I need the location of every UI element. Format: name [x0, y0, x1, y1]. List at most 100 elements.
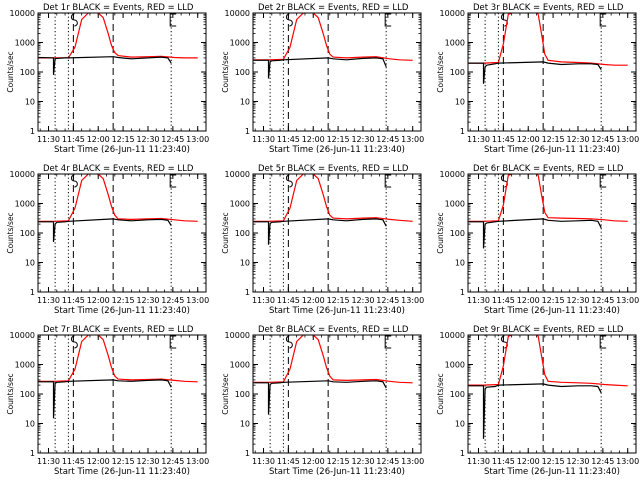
- x-axis-label: Start Time (26-Jun-11 11:23:40): [54, 306, 190, 316]
- panel-title: Det 3r BLACK = Events, RED = LLD: [473, 3, 624, 13]
- y-tick-label: 1000: [230, 39, 250, 48]
- lld-series-line: [38, 13, 198, 59]
- x-axis-label: Start Time (26-Jun-11 11:23:40): [269, 467, 405, 477]
- y-tick-label: 100: [450, 390, 465, 399]
- x-tick-label: 12:30: [351, 135, 374, 144]
- y-tick-label: 1000: [445, 39, 465, 48]
- x-tick-label: 13:00: [616, 457, 639, 466]
- y-tick-label: 1000: [15, 361, 35, 370]
- x-tick-label: 12:45: [591, 296, 614, 305]
- x-tick-label: 13:00: [616, 135, 639, 144]
- x-axis-label: Start Time (26-Jun-11 11:23:40): [269, 306, 405, 316]
- x-tick-label: 12:00: [517, 135, 540, 144]
- y-axis-label: Counts/sec: [6, 51, 15, 92]
- plot-frame: [37, 334, 207, 454]
- x-tick-label: 11:45: [492, 457, 515, 466]
- detector-panel: Det 7r BLACK = Events, RED = LLD 1 10 100 10…: [6, 325, 209, 477]
- x-tick-label: 11:45: [62, 457, 85, 466]
- x-tick-label: 13:00: [186, 296, 209, 305]
- events-series-line: [38, 56, 172, 75]
- x-tick-label: 11:30: [467, 457, 490, 466]
- end-marker: [169, 335, 177, 349]
- events-series-line: [253, 218, 387, 245]
- panel-title: Det 9r BLACK = Events, RED = LLD: [473, 325, 624, 335]
- x-tick-label: 11:30: [467, 135, 490, 144]
- x-tick-label: 11:45: [277, 457, 300, 466]
- panel-title: Det 2r BLACK = Events, RED = LLD: [258, 3, 409, 13]
- start-marker: [285, 174, 293, 188]
- plot-frame: [467, 334, 637, 454]
- y-tick-label: 1: [245, 449, 250, 458]
- detector-panel: Det 8r BLACK = Events, RED = LLD 1 10 100 10…: [221, 325, 424, 477]
- y-tick-label: 100: [450, 229, 465, 238]
- lld-series-line: [253, 13, 413, 61]
- x-axis-label: Start Time (26-Jun-11 11:23:40): [54, 467, 190, 477]
- x-tick-label: 12:15: [327, 135, 350, 144]
- y-axis-label: Counts/sec: [436, 212, 445, 253]
- end-marker: [384, 13, 392, 27]
- y-tick-label: 10000: [225, 331, 250, 340]
- events-series-line: [468, 383, 602, 439]
- y-tick-label: 100: [235, 229, 250, 238]
- events-series-line: [38, 218, 172, 242]
- x-tick-label: 13:00: [616, 296, 639, 305]
- x-axis-label: Start Time (26-Jun-11 11:23:40): [269, 145, 405, 155]
- x-tick-label: 13:00: [401, 296, 424, 305]
- x-tick-label: 12:30: [136, 135, 159, 144]
- x-tick-label: 12:00: [517, 457, 540, 466]
- x-tick-label: 12:30: [566, 135, 589, 144]
- start-marker: [285, 13, 293, 27]
- x-tick-label: 12:45: [591, 135, 614, 144]
- events-series-line: [38, 379, 172, 419]
- detector-panel: Det 3r BLACK = Events, RED = LLD 1 10 100 10…: [436, 3, 639, 155]
- end-marker: [599, 335, 607, 349]
- x-axis-label: Start Time (26-Jun-11 11:23:40): [484, 467, 620, 477]
- x-tick-label: 13:00: [401, 135, 424, 144]
- y-axis-label: Counts/sec: [6, 373, 15, 414]
- y-tick-label: 1000: [230, 361, 250, 370]
- lld-series-line: [38, 174, 198, 222]
- plot-frame: [37, 173, 207, 293]
- y-tick-label: 10: [240, 420, 250, 429]
- x-tick-label: 12:45: [376, 296, 399, 305]
- y-tick-label: 10: [455, 420, 465, 429]
- x-tick-label: 13:00: [186, 457, 209, 466]
- y-tick-label: 10000: [10, 170, 35, 179]
- x-tick-label: 11:30: [467, 296, 490, 305]
- y-tick-label: 1: [30, 127, 35, 136]
- lld-series-line: [253, 174, 413, 222]
- events-series-line: [253, 380, 387, 415]
- x-tick-label: 12:45: [376, 135, 399, 144]
- x-tick-label: 11:45: [62, 296, 85, 305]
- x-tick-label: 12:00: [517, 296, 540, 305]
- x-tick-label: 11:30: [37, 457, 60, 466]
- x-tick-label: 12:15: [327, 457, 350, 466]
- lld-series-line: [468, 174, 628, 222]
- y-tick-label: 1000: [15, 200, 35, 209]
- y-tick-label: 100: [450, 68, 465, 77]
- x-tick-label: 11:45: [492, 296, 515, 305]
- y-tick-label: 100: [20, 68, 35, 77]
- x-tick-label: 11:30: [37, 296, 60, 305]
- y-tick-label: 10: [455, 98, 465, 107]
- x-axis-label: Start Time (26-Jun-11 11:23:40): [484, 145, 620, 155]
- y-tick-label: 1000: [445, 361, 465, 370]
- detector-panel: Det 4r BLACK = Events, RED = LLD 1 10 100 10…: [6, 164, 209, 316]
- x-tick-label: 12:15: [542, 296, 565, 305]
- x-axis-label: Start Time (26-Jun-11 11:23:40): [54, 145, 190, 155]
- lld-series-line: [468, 335, 628, 387]
- x-tick-label: 12:15: [112, 296, 135, 305]
- x-tick-label: 12:30: [566, 457, 589, 466]
- detector-panel: Det 6r BLACK = Events, RED = LLD 1 10 100 10…: [436, 164, 639, 316]
- x-tick-label: 12:15: [327, 296, 350, 305]
- lld-series-line: [253, 335, 413, 384]
- y-axis-label: Counts/sec: [436, 373, 445, 414]
- start-marker: [285, 335, 293, 349]
- x-tick-label: 12:45: [161, 296, 184, 305]
- y-tick-label: 100: [235, 390, 250, 399]
- start-marker: [70, 174, 78, 188]
- plot-frame: [467, 173, 637, 293]
- plot-frame: [37, 12, 207, 132]
- x-tick-label: 12:15: [542, 457, 565, 466]
